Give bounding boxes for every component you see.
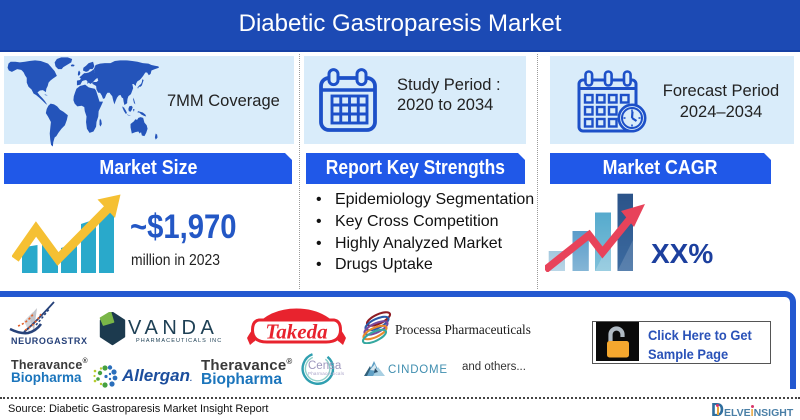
svg-text:Takeda: Takeda (265, 320, 327, 344)
